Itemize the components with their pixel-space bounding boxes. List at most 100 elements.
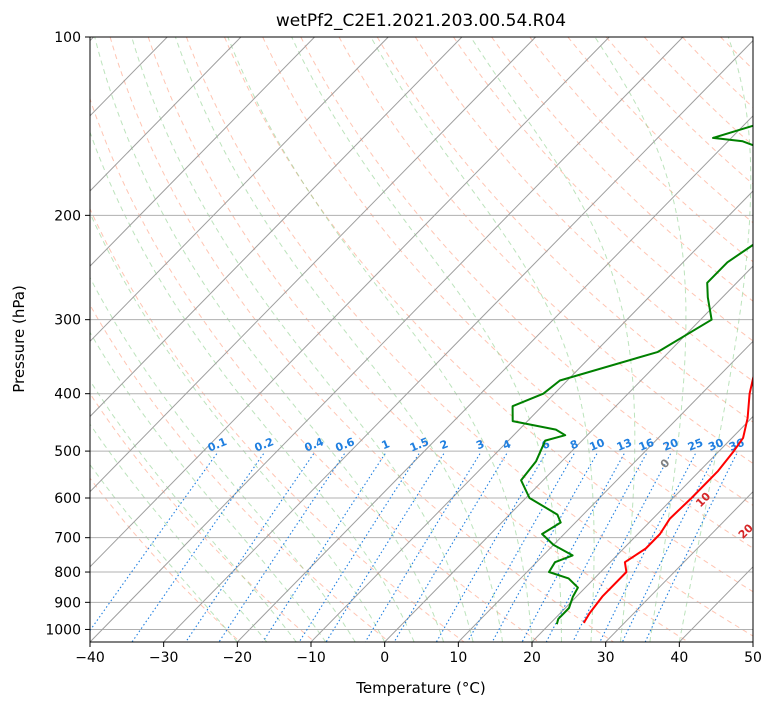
moist-adiabat-line <box>174 37 503 642</box>
x-tick-label: 40 <box>670 650 688 666</box>
y-axis-title: Pressure (hPa) <box>10 285 28 393</box>
dry-adiabat-line <box>300 37 753 507</box>
dewpoint-profile-line <box>511 124 753 625</box>
sounding-profiles <box>511 124 753 625</box>
x-tick-label: −10 <box>296 650 326 666</box>
mixing-ratio-line <box>599 453 696 642</box>
x-axis-title: Temperature (°C) <box>355 679 485 697</box>
dry-adiabat-line <box>90 303 390 642</box>
y-tick-label: 500 <box>54 444 81 460</box>
moist-adiabat-line <box>594 37 687 642</box>
mixing-ratio-label: 13 <box>615 436 634 454</box>
y-tick-label: 800 <box>54 565 81 581</box>
mixing-ratio-label: 2 <box>438 437 450 452</box>
mixing-ratio-label: 16 <box>637 436 656 454</box>
moist-adiabat-line <box>227 37 533 642</box>
moist-adiabat-line <box>90 211 386 642</box>
mixing-ratio-label: 20 <box>661 436 680 454</box>
moist-adiabat-line <box>370 37 595 642</box>
dry-adiabat-line <box>605 37 753 185</box>
isotherm-line <box>90 37 389 343</box>
moist-adiabat-line <box>291 37 562 642</box>
mixing-ratio-label: 10 <box>587 436 606 454</box>
dry-adiabat-line <box>90 97 540 642</box>
mixing-ratio-line <box>644 453 738 642</box>
y-tick-label: 600 <box>54 491 81 507</box>
x-tick-label: −40 <box>75 650 105 666</box>
x-tick-label: −30 <box>149 650 179 666</box>
moist-adiabat-line <box>470 37 636 642</box>
dry-adiabat-line <box>453 37 753 342</box>
mixing-ratio-line <box>298 453 420 642</box>
mixing-ratio-line <box>545 453 647 642</box>
mixing-ratio-label: 25 <box>686 436 705 454</box>
dry-adiabat-line <box>376 37 753 423</box>
y-tick-label: 400 <box>54 387 81 403</box>
dry-adiabat-line <box>224 37 753 593</box>
dry-adiabat-line <box>682 37 753 109</box>
mixing-ratio-line <box>90 453 218 632</box>
mixing-ratio-label: 0.4 <box>303 435 326 454</box>
background-lines <box>90 37 775 642</box>
mixing-ratio-line <box>435 453 546 642</box>
y-tick-label: 100 <box>54 30 81 46</box>
dry-adiabat-line <box>185 37 753 637</box>
mixing-ratio-label: 0.6 <box>333 435 356 454</box>
dry-adiabat-line <box>491 37 753 302</box>
y-tick-label: 300 <box>54 313 81 329</box>
mixing-ratio-line <box>467 453 575 642</box>
isotherm-line <box>678 566 753 642</box>
isotherm-line <box>163 39 753 642</box>
mixing-ratio-label: 0.1 <box>206 435 229 454</box>
isopleth-labels: 0.10.20.40.611.52346810131620253036-100-… <box>206 426 775 541</box>
moist-adiabat-line <box>90 463 238 642</box>
mixing-ratio-line <box>491 453 598 642</box>
mixing-ratio-label: 8 <box>568 437 580 452</box>
isotherm-line <box>457 340 753 642</box>
mixing-ratio-label: 30 <box>706 436 725 454</box>
isotherm-line <box>90 37 315 267</box>
dry-adiabat-line <box>262 37 753 549</box>
dry-adiabat-line <box>338 37 753 465</box>
x-tick-label: 20 <box>523 650 541 666</box>
dry-adiabat-line <box>90 477 241 642</box>
x-tick-label: 50 <box>744 650 762 666</box>
isotherm-line <box>531 415 753 642</box>
moist-adiabat-line <box>131 37 474 642</box>
y-tick-label: 1000 <box>45 622 81 638</box>
mixing-ratio-line <box>262 453 386 642</box>
moist-adiabat-line <box>90 379 297 642</box>
isotherm-line <box>605 490 753 642</box>
x-tick-label: −20 <box>223 650 253 666</box>
mixing-ratio-line <box>218 453 345 642</box>
dry-adiabat-line <box>147 37 689 642</box>
isotherm-line <box>310 190 753 642</box>
moist-adiabat-line <box>90 423 268 642</box>
mixing-ratio-label: 3 <box>474 437 486 452</box>
chart-title: wetPf2_C2E1.2021.203.00.54.R04 <box>276 11 566 31</box>
mixing-ratio-line <box>572 453 672 642</box>
moist-adiabat-line <box>90 331 327 642</box>
isotherm-line <box>752 641 753 642</box>
isotherm-line <box>90 37 684 642</box>
y-tick-label: 200 <box>54 208 81 224</box>
mixing-ratio-line <box>521 453 625 642</box>
dry-adiabat-line <box>109 37 614 642</box>
dry-adiabat-line <box>567 37 753 224</box>
moist-adiabat-line <box>90 276 356 642</box>
y-tick-label: 700 <box>54 531 81 547</box>
temperature-profile-line <box>582 374 753 624</box>
moist-adiabat-line <box>94 37 445 642</box>
x-tick-label: 10 <box>449 650 467 666</box>
mixing-ratio-label: 1.5 <box>408 435 431 454</box>
dry-adiabat-line <box>759 37 775 642</box>
dry-adiabat-line <box>90 392 316 642</box>
mixing-ratio-line <box>364 453 481 642</box>
x-tick-label: 0 <box>380 650 389 666</box>
isotherm-line <box>90 37 242 192</box>
moist-adiabat-label: -10 <box>763 426 775 450</box>
moist-adiabat-line <box>678 37 752 642</box>
isotherm-line <box>384 265 753 642</box>
mixing-ratio-line <box>393 453 508 642</box>
